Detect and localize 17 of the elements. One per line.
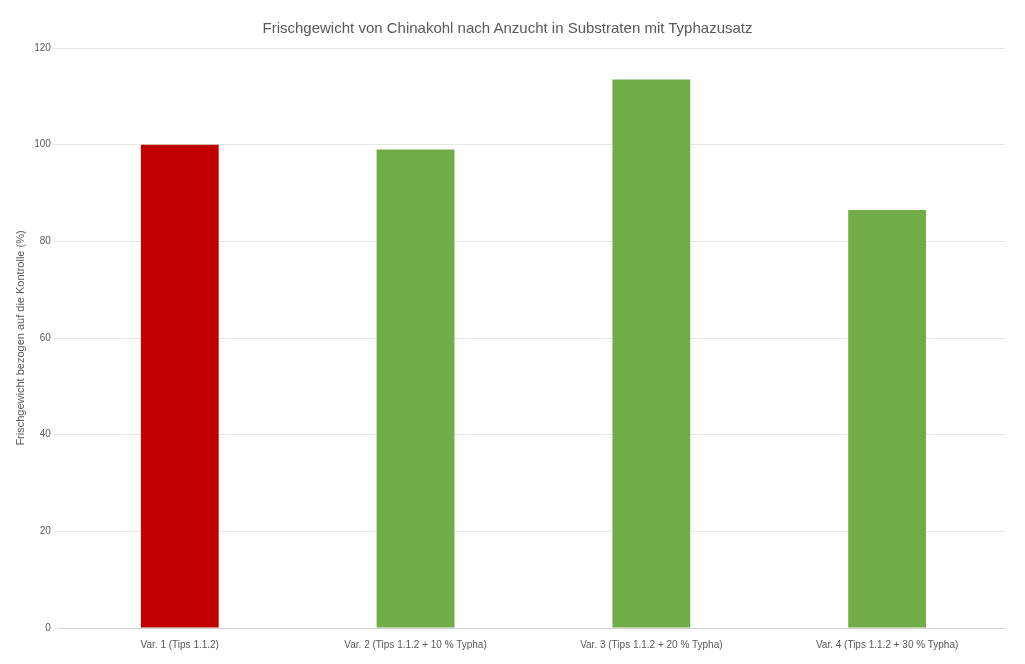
bar (612, 79, 691, 628)
y-tick-label: 40 (39, 428, 52, 440)
y-tick-label: 60 (39, 331, 52, 343)
chart-title: Frischgewicht von Chinakohl nach Anzucht in Substraten mit Typhazusatz (262, 19, 753, 37)
x-tick-label: Var. 1 (Tips 1.1.2) (140, 638, 219, 650)
y-tick-label: 0 (45, 621, 52, 633)
y-tick-label: 120 (34, 41, 52, 53)
bar (376, 149, 455, 628)
bar (140, 144, 219, 628)
y-tick-label: 20 (39, 525, 52, 537)
y-tick-label: 100 (34, 138, 52, 150)
y-tick-label: 80 (39, 235, 52, 247)
bar (848, 209, 927, 628)
y-axis-title: Frischgewicht bezogen auf die Kontrolle (%) (13, 230, 26, 446)
x-tick-label: Var. 3 (Tips 1.1.2 + 20 % Typha) (580, 638, 723, 650)
x-tick-label: Var. 4 (Tips 1.1.2 + 30 % Typha) (815, 638, 959, 650)
x-tick-label: Var. 2 (Tips 1.1.2 + 10 % Typha) (344, 638, 487, 650)
